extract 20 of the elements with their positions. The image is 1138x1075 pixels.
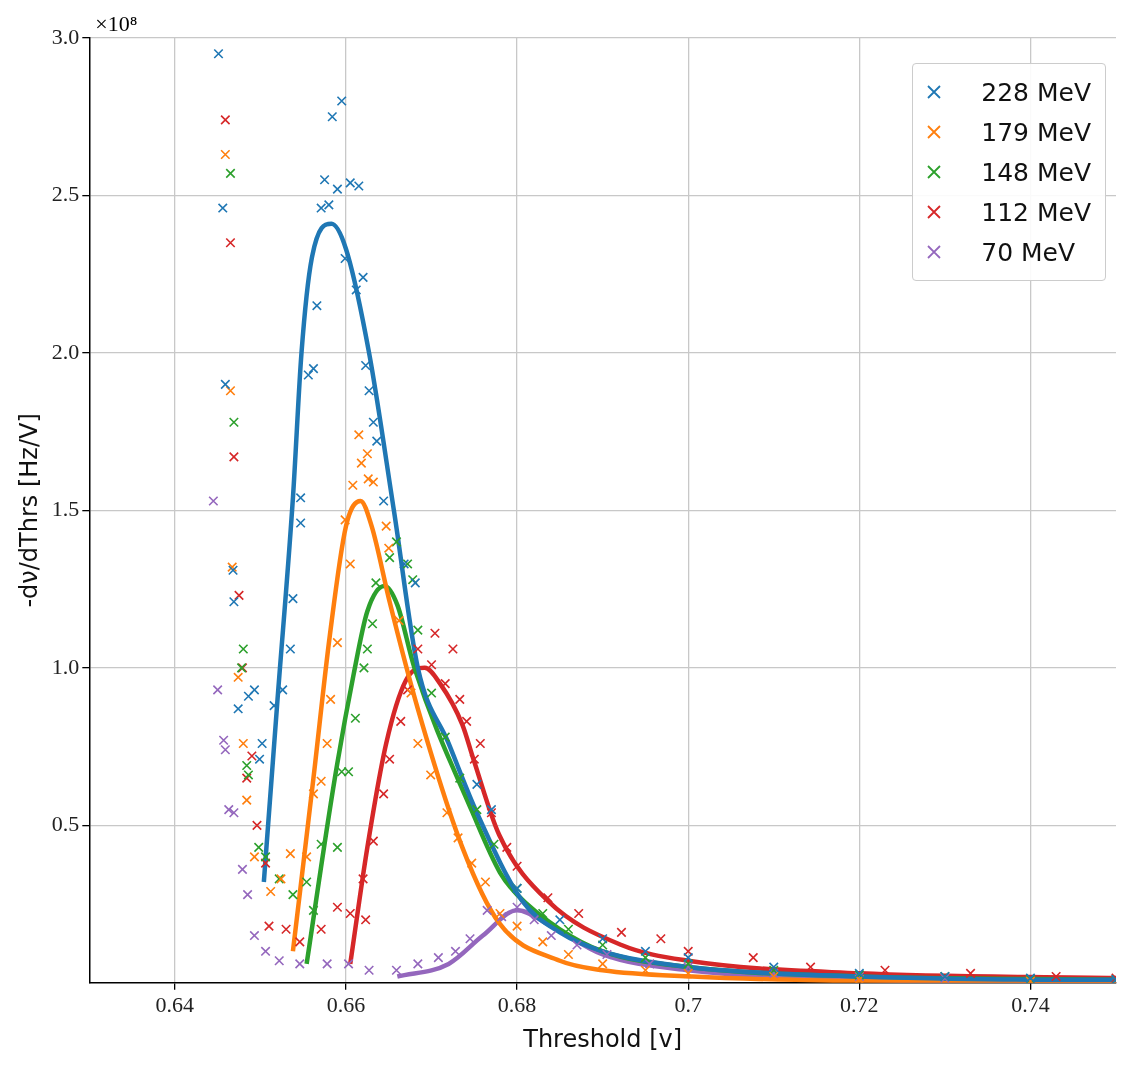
x-tick-label: 0.66 <box>326 991 366 1017</box>
legend-label: 228 MeV <box>981 77 1091 107</box>
y-tick-label: 0.5 <box>51 811 80 837</box>
x-axis-title: Threshold [v] <box>522 1024 683 1053</box>
y-tick-label: 2.5 <box>51 181 80 207</box>
x-tick-label: 0.7 <box>674 991 702 1017</box>
legend-label: 70 MeV <box>981 237 1076 267</box>
text: ×10⁸ <box>95 10 138 36</box>
y-tick-label: 1.5 <box>51 496 80 522</box>
legend-label: 112 MeV <box>981 197 1091 227</box>
y-tick-label: 1.0 <box>51 653 80 679</box>
x-tick-label: 0.74 <box>1011 991 1050 1017</box>
y-tick-label: 3.0 <box>51 23 80 49</box>
x-tick-label: 0.72 <box>840 991 879 1017</box>
y-axis-title: -dν/dThrs [Hz/V] <box>14 413 43 608</box>
legend-label: 148 MeV <box>981 157 1091 187</box>
legend-label: 179 MeV <box>981 117 1091 147</box>
x-tick-label: 0.68 <box>497 991 537 1017</box>
x-tick-label: 0.64 <box>155 991 195 1017</box>
y-tick-label: 2.0 <box>51 338 80 364</box>
